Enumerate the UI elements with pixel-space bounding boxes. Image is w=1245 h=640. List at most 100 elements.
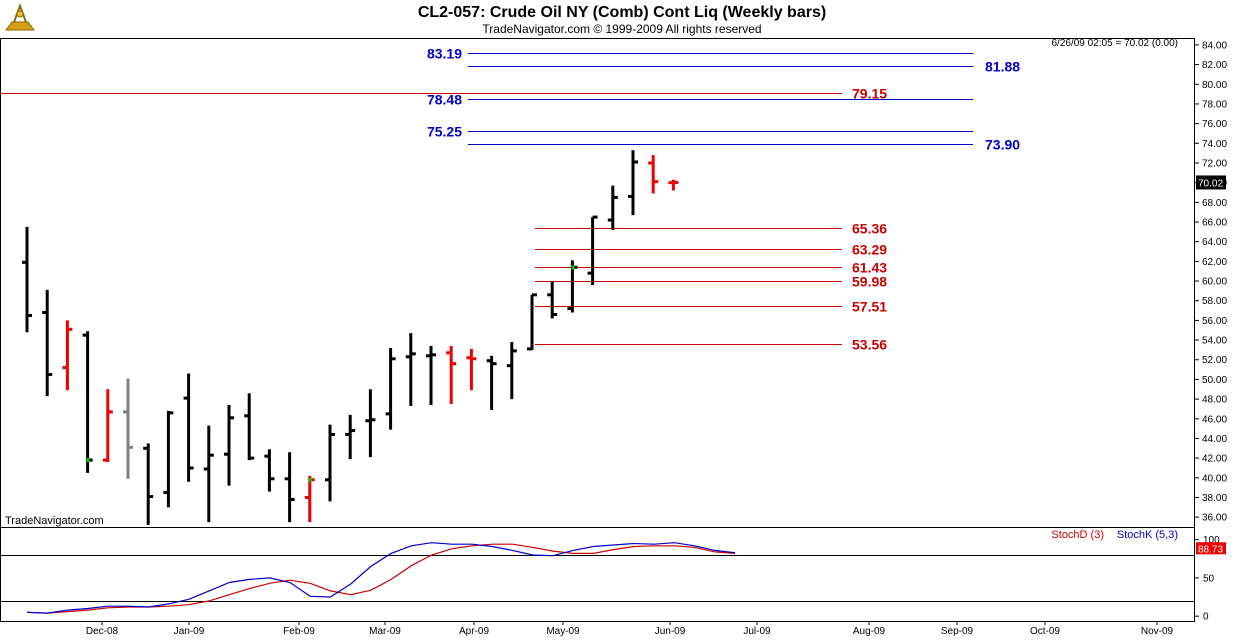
- price-bar: [587, 215, 598, 285]
- legend-stochd: StochD (3): [1051, 529, 1104, 541]
- stoch-tick-label: 100: [1203, 535, 1220, 546]
- price-bar: [648, 155, 659, 194]
- price-tick-label: 38.00: [1202, 493, 1227, 504]
- signal-marker: [571, 265, 575, 270]
- date-tick-label: Sep-09: [941, 626, 974, 637]
- price-tick-label: 50.00: [1202, 375, 1227, 386]
- price-bar: [102, 389, 113, 463]
- price-tick-label: 68.00: [1202, 198, 1227, 209]
- price-bar: [668, 179, 679, 191]
- price-axis: 36.00 38.00 40.00 42.00 44.00 46.00 48.00 50.00…: [1195, 40, 1227, 524]
- date-tick-label: Aug-09: [853, 626, 886, 637]
- date-tick-label: Oct-09: [1030, 626, 1060, 637]
- date-axis: Dec-08 Jan-09 Feb-09 Mar-09 Apr-09 May-09 Jun-…: [86, 621, 1174, 637]
- sextant-icon: [5, 3, 35, 31]
- price-bar: [345, 414, 356, 460]
- level-label: 81.88: [985, 59, 1020, 75]
- level-label: 53.56: [852, 337, 887, 353]
- price-bar: [527, 293, 537, 351]
- price-bar: [446, 345, 457, 405]
- stoch-tick-label: 50: [1203, 573, 1215, 584]
- price-tick-label: 58.00: [1202, 296, 1227, 307]
- level-label: 59.98: [852, 274, 887, 290]
- price-bar: [547, 281, 558, 319]
- price-tick-label: 54.00: [1202, 336, 1227, 347]
- price-tick-label: 84.00: [1202, 40, 1227, 51]
- timestamp-readout: 6/26/09 02:05 = 70.02 (0.00): [1052, 38, 1179, 49]
- price-tick-label: 76.00: [1202, 119, 1227, 130]
- price-bar: [486, 355, 497, 410]
- price-bar: [143, 443, 154, 526]
- legend-stochk: StochK (5,3): [1117, 529, 1178, 541]
- price-tick-label: 62.00: [1202, 257, 1227, 268]
- price-tick-label: 64.00: [1202, 237, 1227, 248]
- last-price-badge: [1196, 175, 1226, 190]
- level-label: 73.90: [985, 137, 1020, 153]
- date-tick-label: Apr-09: [459, 626, 489, 637]
- chart-title: CL2-057: Crude Oil NY (Comb) Cont Liq (W…: [418, 4, 826, 21]
- price-bar: [284, 452, 295, 523]
- price-bar: [304, 475, 315, 523]
- price-bar: [244, 393, 255, 461]
- level-label: 75.25: [427, 124, 462, 140]
- price-bars: [22, 150, 679, 526]
- signal-marker: [308, 477, 312, 482]
- level-lines: 83.19 81.88 79.15 78.48 75.25 73.90 65.36 63.29…: [0, 46, 1020, 353]
- price-bar: [365, 389, 376, 458]
- copyright-text: TradeNavigator.com © 1999-2009 All right…: [482, 22, 761, 36]
- price-bar: [123, 378, 133, 479]
- price-tick-label: 52.00: [1202, 355, 1227, 366]
- level-label: 78.48: [427, 92, 462, 108]
- date-tick-label: Feb-09: [283, 626, 315, 637]
- price-tick-label: 72.00: [1202, 158, 1227, 169]
- date-tick-label: Nov-09: [1141, 626, 1174, 637]
- stochk-line: [26, 542, 736, 614]
- date-tick-label: Dec-08: [86, 626, 119, 637]
- price-tick-label: 78.00: [1202, 99, 1227, 110]
- signal-marker: [86, 458, 90, 463]
- price-tick-label: 82.00: [1202, 60, 1227, 71]
- level-label: 57.51: [852, 299, 887, 315]
- price-tick-label: 42.00: [1202, 454, 1227, 465]
- price-tick-label: 46.00: [1202, 414, 1227, 425]
- price-bar: [42, 289, 53, 397]
- price-bar: [385, 347, 396, 430]
- date-tick-label: Jun-09: [655, 626, 686, 637]
- date-tick-label: Jul-09: [743, 626, 771, 637]
- price-bar: [22, 226, 32, 333]
- stochastic-panel: [0, 527, 1195, 622]
- stochd-line: [26, 543, 736, 614]
- price-bar: [82, 331, 93, 473]
- level-label: 79.15: [852, 86, 887, 102]
- indicator-legend: StochD (3) StochK (5,3): [1051, 529, 1178, 541]
- price-bar: [203, 425, 214, 523]
- last-price-label: 70.02: [1198, 178, 1223, 189]
- price-tick-label: 80.00: [1202, 80, 1227, 91]
- price-bar: [628, 150, 638, 216]
- price-tick-label: 60.00: [1202, 277, 1227, 288]
- price-bar: [426, 345, 436, 406]
- date-tick-label: Jan-09: [174, 626, 205, 637]
- price-tick-label: 44.00: [1202, 434, 1227, 445]
- price-bar: [325, 424, 335, 502]
- level-label: 65.36: [852, 221, 887, 237]
- price-bar: [183, 373, 194, 482]
- stoch-tick-label: 0: [1203, 612, 1209, 623]
- level-label: 83.19: [427, 46, 462, 62]
- price-tick-label: 56.00: [1202, 316, 1227, 327]
- price-bar: [62, 320, 73, 391]
- watermark-text: TradeNavigator.com: [5, 515, 104, 527]
- price-bar: [224, 405, 234, 486]
- level-label: 63.29: [852, 242, 887, 258]
- price-bar: [264, 449, 275, 492]
- price-bar: [466, 348, 477, 391]
- price-bar: [506, 342, 517, 400]
- stoch-last-badge: [1196, 542, 1226, 555]
- price-bar: [607, 185, 618, 230]
- price-bar: [567, 260, 578, 313]
- price-bar: [163, 410, 174, 508]
- price-bar: [405, 333, 416, 406]
- stoch-last-label: 88.73: [1198, 544, 1223, 555]
